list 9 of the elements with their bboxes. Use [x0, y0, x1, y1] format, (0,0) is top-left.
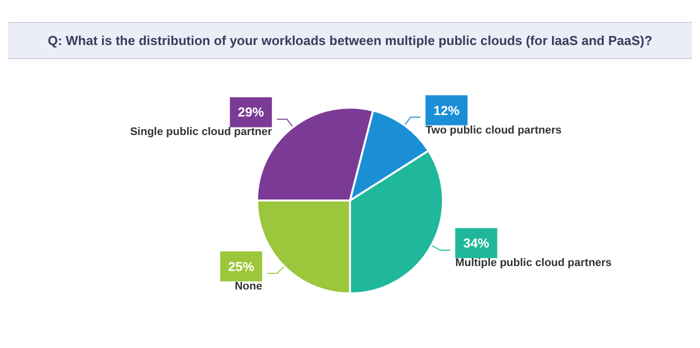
- slice-label: Two public cloud partners: [426, 124, 562, 136]
- data-label: 34%: [463, 236, 490, 251]
- data-label: 12%: [434, 102, 460, 118]
- chart-title: Q: What is the distribution of your workloads between multiple public clouds (for IaaS and PaaS)?: [48, 33, 652, 48]
- slice-label: Multiple public cloud partners: [455, 257, 612, 270]
- data-label: 29%: [238, 104, 264, 120]
- slice-label: Single public cloud partner: [130, 126, 273, 138]
- slice-label: None: [234, 280, 262, 292]
- data-label: 25%: [228, 258, 255, 274]
